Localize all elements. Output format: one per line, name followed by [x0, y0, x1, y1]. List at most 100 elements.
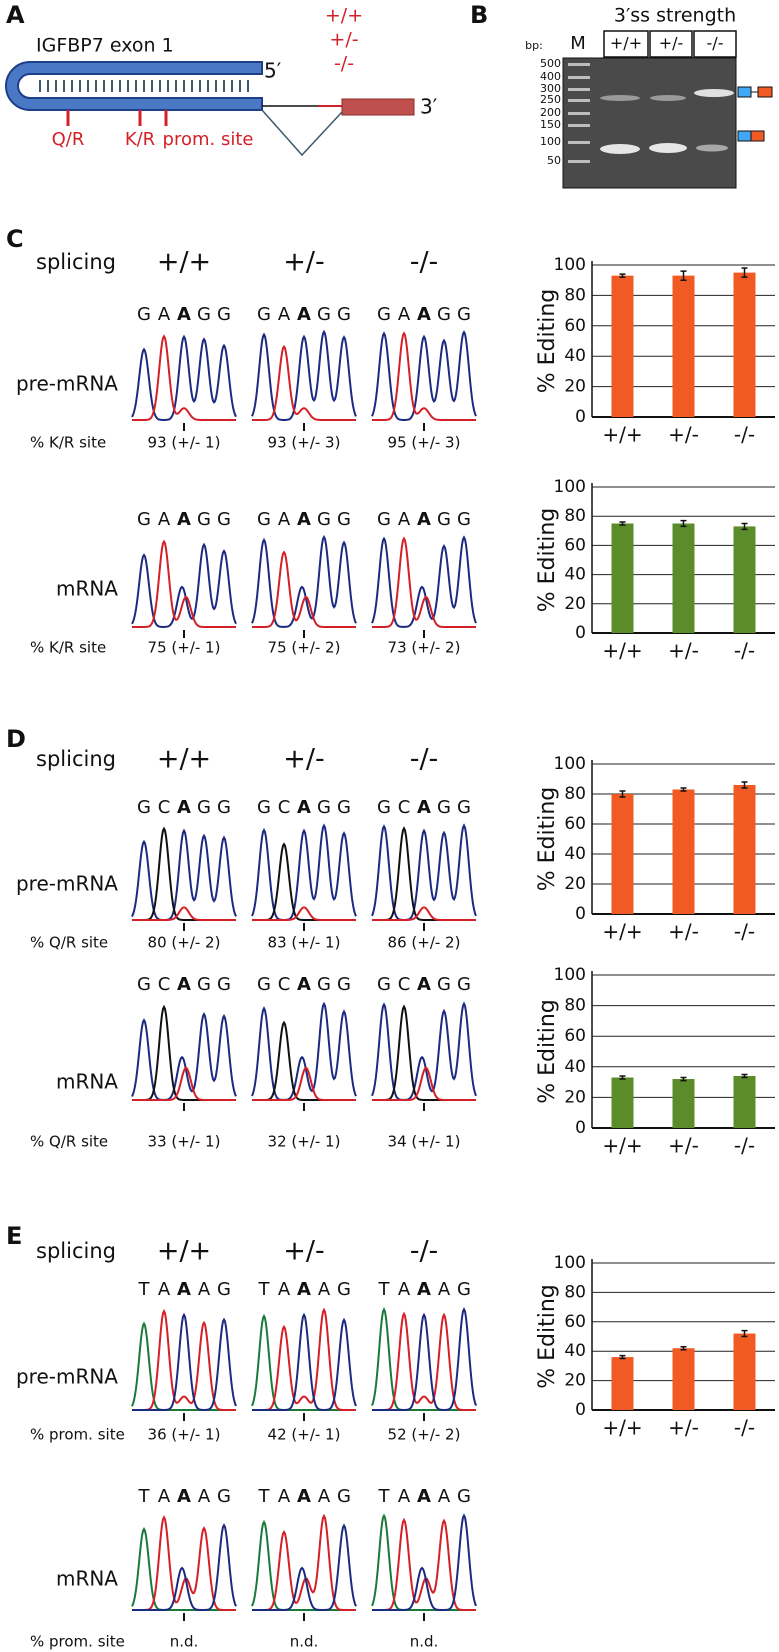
x-tick-label: +/+ [602, 1134, 642, 1158]
base: C [278, 974, 291, 995]
isoform-icons [737, 86, 773, 142]
site-result: 93 (+/- 1) [148, 434, 221, 452]
base: A [417, 1486, 431, 1507]
genotype: +/+ [157, 744, 211, 775]
bar [672, 275, 695, 417]
splicing-label: splicing [36, 250, 116, 274]
bar [672, 1079, 695, 1128]
base: G [197, 797, 211, 818]
trace [372, 1306, 477, 1411]
base: A [278, 1279, 291, 1300]
error-bar [619, 1075, 626, 1080]
base: G [377, 797, 391, 818]
ladder-label: 250 [540, 93, 561, 106]
base: A [177, 797, 191, 818]
base: A [278, 509, 291, 530]
ladder-label: 150 [540, 118, 561, 131]
y-axis-label: % Editing [535, 999, 560, 1104]
splicing-label: splicing [36, 747, 116, 771]
row-name: mRNA [56, 1567, 118, 1591]
y-axis-label: % Editing [535, 508, 560, 613]
trace [371, 330, 477, 421]
three-prime: 3′ [420, 95, 438, 119]
panel-label: E [6, 1222, 22, 1250]
trace [252, 344, 356, 421]
ladder-label: 500 [540, 57, 561, 70]
trace [252, 1523, 357, 1611]
splice-line [261, 109, 343, 157]
y-axis-label: % Editing [535, 787, 560, 892]
gel-title: 3′ss strength [614, 5, 736, 27]
base: A [177, 509, 191, 530]
genotype: -/- [334, 53, 354, 75]
base: A [198, 1486, 211, 1507]
x-tick-label: +/- [668, 423, 699, 447]
base: G [217, 1279, 231, 1300]
base: G [317, 509, 331, 530]
x-tick-label: +/- [668, 920, 699, 944]
site-result: 36 (+/- 1) [148, 1426, 221, 1444]
base: T [138, 1486, 151, 1507]
y-tick-label: 100 [554, 255, 586, 275]
base: G [457, 304, 471, 325]
y-tick-label: 60 [564, 1312, 586, 1332]
base: G [437, 797, 451, 818]
y-tick-label: 60 [564, 316, 586, 336]
site-label: % Q/R site [30, 934, 108, 952]
trace [132, 1312, 237, 1411]
base: A [177, 974, 191, 995]
y-tick-label: 80 [564, 506, 586, 526]
trace [132, 1004, 236, 1101]
gel [562, 57, 737, 189]
trace [251, 1519, 356, 1611]
base: A [398, 1486, 411, 1507]
exon-2 [341, 98, 415, 116]
genotype: +/- [283, 247, 324, 278]
lane-label: +/+ [610, 34, 642, 53]
base: G [337, 974, 351, 995]
site-result: 83 (+/- 1) [268, 934, 341, 952]
trace [132, 826, 236, 921]
bar [611, 1077, 634, 1128]
base: A [398, 304, 411, 325]
bar [611, 275, 634, 417]
base: A [417, 797, 431, 818]
base: A [297, 509, 311, 530]
panel-label: B [470, 1, 488, 29]
base: G [217, 304, 231, 325]
y-tick-label: 0 [575, 1400, 586, 1420]
base: T [258, 1486, 271, 1507]
genotype: -/- [410, 247, 439, 278]
row-name: pre-mRNA [16, 372, 118, 396]
bar [733, 785, 756, 914]
base: A [297, 1486, 311, 1507]
trace [372, 536, 476, 628]
base: G [137, 304, 151, 325]
site-label: % K/R site [30, 434, 106, 452]
genotype: +/- [283, 1236, 324, 1267]
x-tick-label: +/+ [602, 1416, 642, 1440]
bar [733, 272, 756, 417]
site-label: % prom. site [30, 1426, 125, 1444]
site-result: n.d. [410, 1633, 439, 1651]
base: A [398, 1279, 411, 1300]
y-tick-label: 20 [564, 594, 586, 614]
x-tick-label: +/- [668, 1416, 699, 1440]
marker-label: M [570, 33, 586, 54]
trace [372, 906, 476, 921]
base: G [257, 304, 271, 325]
base: G [317, 304, 331, 325]
y-tick-label: 80 [564, 784, 586, 804]
base: T [258, 1279, 271, 1300]
y-axis-label: % Editing [535, 289, 560, 394]
base: G [337, 1279, 351, 1300]
ladder-label: 100 [540, 135, 561, 148]
y-tick-label: 80 [564, 996, 586, 1016]
trace [132, 334, 236, 421]
base: A [438, 1279, 451, 1300]
bar [611, 1357, 634, 1410]
x-tick-label: +/- [668, 639, 699, 663]
trace [252, 1307, 356, 1411]
trace [251, 534, 357, 628]
bar [672, 1348, 695, 1410]
